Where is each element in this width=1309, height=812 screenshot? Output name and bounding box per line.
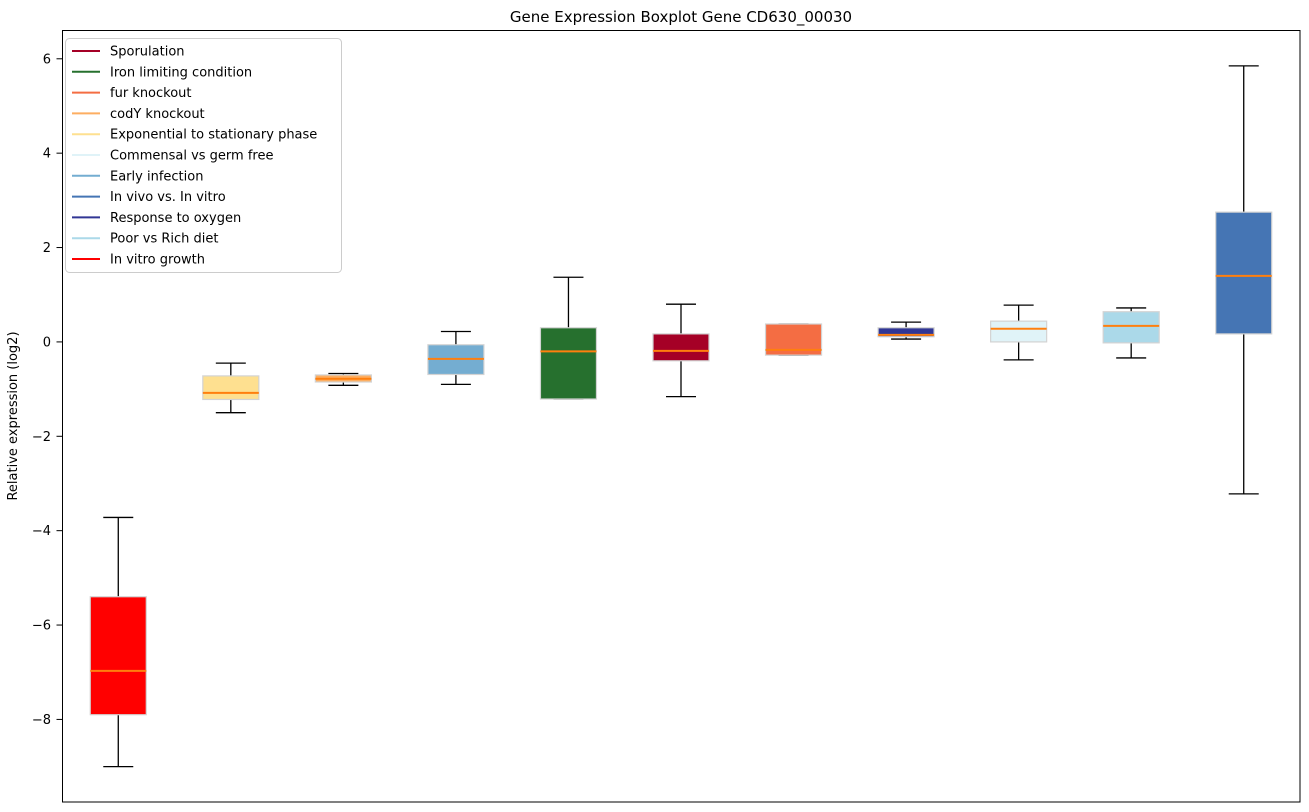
y-tick-label: −8: [32, 713, 51, 728]
box-group: [539, 276, 598, 400]
box-in-vivo-vs-in-vitro: [1215, 211, 1273, 335]
legend-item: Iron limiting condition: [72, 65, 252, 80]
legend-item: In vitro growth: [72, 253, 205, 268]
box-group: [764, 323, 823, 356]
legend-item: Early infection: [72, 169, 203, 184]
y-tick-label: −2: [32, 430, 51, 445]
chart-title: Gene Expression Boxplot Gene CD630_00030: [510, 8, 852, 27]
y-tick-label: 2: [43, 241, 51, 256]
legend-item: In vivo vs. In vitro: [72, 190, 226, 205]
legend-item: Response to oxygen: [72, 211, 241, 226]
y-axis-label: Relative expression (log2): [6, 331, 21, 500]
box-group: [877, 321, 935, 340]
box-poor-vs-rich-diet: [1102, 311, 1160, 344]
legend-label: fur knockout: [110, 86, 192, 101]
boxplot-series: [89, 65, 1273, 768]
box-group: [89, 516, 147, 768]
box-group: [652, 303, 710, 398]
box-commensal-vs-germ-free: [990, 320, 1048, 343]
legend-item: Sporulation: [72, 45, 185, 60]
y-tick-label: −4: [32, 524, 51, 539]
legend-label: Poor vs Rich diet: [110, 232, 218, 247]
legend-label: In vitro growth: [110, 253, 205, 268]
box-group: [314, 372, 372, 386]
legend-label: Commensal vs germ free: [110, 149, 273, 164]
y-tick-label: 0: [43, 335, 51, 350]
y-tick-label: 4: [43, 147, 51, 162]
box-group: [427, 330, 485, 386]
box-response-to-oxygen: [877, 327, 935, 338]
y-axis-ticks: 6 4 2 0 −2 −4 −6 −8: [32, 52, 63, 728]
legend-item: Commensal vs germ free: [72, 149, 273, 164]
legend-label: Iron limiting condition: [110, 65, 252, 80]
legend-label: Response to oxygen: [110, 211, 241, 226]
plot-border: [62, 30, 1301, 803]
box-group: [1102, 307, 1160, 359]
box-sporulation: [652, 333, 710, 362]
legend-frame: [65, 38, 342, 273]
legend-item: Exponential to stationary phase: [72, 128, 317, 143]
legend-label: In vivo vs. In vitro: [110, 190, 226, 205]
legend-label: Exponential to stationary phase: [110, 128, 317, 143]
axes-frame: [62, 30, 1301, 803]
box-group: [202, 362, 260, 414]
legend-item: Poor vs Rich diet: [72, 232, 218, 247]
y-tick-label: −6: [32, 619, 51, 634]
box-group: [1215, 65, 1273, 495]
box-iron-limiting-condition: [539, 327, 598, 400]
box-group: [990, 304, 1048, 361]
legend-item: codY knockout: [72, 107, 205, 122]
y-tick-label: 6: [43, 52, 51, 67]
legend: Sporulation Iron limiting condition fur kn…: [65, 38, 342, 273]
box-in-vitro-growth: [89, 596, 147, 716]
legend-label: Sporulation: [110, 45, 185, 60]
legend-label: codY knockout: [110, 107, 205, 122]
legend-item: fur knockout: [72, 86, 192, 101]
box-exponential-to-stationary-phase: [202, 375, 260, 401]
legend-label: Early infection: [110, 169, 203, 184]
